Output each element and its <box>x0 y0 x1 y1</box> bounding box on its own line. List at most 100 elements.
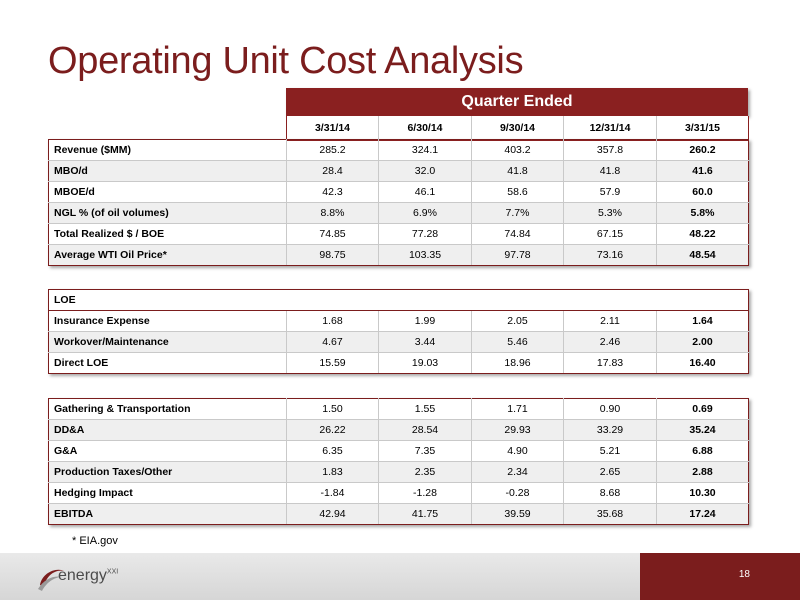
cell-value: 0.69 <box>656 398 749 420</box>
cell-value: 28.54 <box>378 419 472 441</box>
loe-heading: LOE <box>47 289 750 311</box>
cell-value: 285.2 <box>286 139 379 161</box>
cell-value: 98.75 <box>286 244 379 266</box>
swoosh-icon <box>38 569 64 591</box>
cell-value: 97.78 <box>471 244 564 266</box>
loe-table: LOE Insurance Expense 1.68 1.99 2.05 2.11 1.6… <box>47 289 750 374</box>
logo-superscript: XXI <box>106 568 119 576</box>
cell-value: 5.46 <box>471 331 564 353</box>
cell-value: 103.35 <box>378 244 472 266</box>
table-row: MBO/d 28.4 32.0 41.8 41.8 41.6 <box>48 160 749 182</box>
cell-value: 2.34 <box>471 461 564 483</box>
cell-value: 5.3% <box>563 202 657 224</box>
cell-value: 35.68 <box>563 503 657 525</box>
table-row: Average WTI Oil Price* 98.75 103.35 97.78 73… <box>48 244 749 266</box>
cell-value: 67.15 <box>563 223 657 245</box>
cell-value: 46.1 <box>378 181 472 203</box>
cell-value: 7.7% <box>471 202 564 224</box>
cost-table: Gathering & Transportation 1.50 1.55 1.71 0.… <box>48 398 749 525</box>
cell-value: -1.28 <box>378 482 472 504</box>
cell-value: 42.94 <box>286 503 379 525</box>
cell-value: 1.55 <box>378 398 472 420</box>
cell-value: 3.44 <box>378 331 472 353</box>
col-header: 6/30/14 <box>378 116 472 141</box>
row-label: G&A <box>48 440 287 462</box>
row-label: Average WTI Oil Price* <box>48 244 287 266</box>
cell-value: 35.24 <box>656 419 749 441</box>
row-label: MBO/d <box>48 160 287 182</box>
cell-value: 15.59 <box>286 352 379 374</box>
cell-value: 5.8% <box>656 202 749 224</box>
cell-value: 7.35 <box>378 440 472 462</box>
quarter-ended-band: Quarter Ended <box>286 88 748 116</box>
cell-value: 29.93 <box>471 419 564 441</box>
table-row: Workover/Maintenance 4.67 3.44 5.46 2.46 2.00 <box>48 331 750 353</box>
row-label: Workover/Maintenance <box>48 331 287 353</box>
cell-value: 6.35 <box>286 440 379 462</box>
operating-metrics-table: Revenue ($MM) 285.2 324.1 403.2 357.8 260.2 MB… <box>48 139 749 266</box>
row-label: Gathering & Transportation <box>48 398 287 420</box>
cell-value: 26.22 <box>286 419 379 441</box>
cell-value: 48.54 <box>656 244 749 266</box>
cell-value: 77.28 <box>378 223 472 245</box>
cell-value: 41.8 <box>471 160 564 182</box>
cell-value: 2.35 <box>378 461 472 483</box>
cell-value: 6.9% <box>378 202 472 224</box>
cell-value: 8.8% <box>286 202 379 224</box>
row-label: Production Taxes/Other <box>48 461 287 483</box>
cell-value: 2.88 <box>656 461 749 483</box>
col-header: 9/30/14 <box>471 116 564 141</box>
logo-text: energy <box>58 567 107 584</box>
cell-value: 33.29 <box>563 419 657 441</box>
table-row: Direct LOE 15.59 19.03 18.96 17.83 16.40 <box>48 352 750 374</box>
quarter-columns: 3/31/14 6/30/14 9/30/14 12/31/14 3/31/15 <box>286 116 749 141</box>
row-label: Total Realized $ / BOE <box>48 223 287 245</box>
table-row: DD&A 26.22 28.54 29.93 33.29 35.24 <box>48 419 749 441</box>
row-label: EBITDA <box>48 503 287 525</box>
cell-value: 2.05 <box>471 310 564 332</box>
table-row: Total Realized $ / BOE 74.85 77.28 74.84 67.… <box>48 223 749 245</box>
cell-value: 41.75 <box>378 503 472 525</box>
cell-value: 28.4 <box>286 160 379 182</box>
cell-value: -0.28 <box>471 482 564 504</box>
cell-value: 1.68 <box>286 310 379 332</box>
row-label: Direct LOE <box>48 352 287 374</box>
cell-value: 0.90 <box>563 398 657 420</box>
cell-value: 16.40 <box>656 352 750 374</box>
table-row: NGL % (of oil volumes) 8.8% 6.9% 7.7% 5.3% 5.… <box>48 202 749 224</box>
cell-value: 48.22 <box>656 223 749 245</box>
cell-value: 39.59 <box>471 503 564 525</box>
cell-value: 74.84 <box>471 223 564 245</box>
table-row: Production Taxes/Other 1.83 2.35 2.34 2.65 2.… <box>48 461 749 483</box>
cell-value: 2.00 <box>656 331 750 353</box>
row-label: DD&A <box>48 419 287 441</box>
table-row: Revenue ($MM) 285.2 324.1 403.2 357.8 260.2 <box>48 139 749 161</box>
cell-value: 17.24 <box>656 503 749 525</box>
cell-value: 58.6 <box>471 181 564 203</box>
cell-value: 403.2 <box>471 139 564 161</box>
cell-value: -1.84 <box>286 482 379 504</box>
col-header: 12/31/14 <box>563 116 657 141</box>
table-row: Hedging Impact -1.84 -1.28 -0.28 8.68 10.30 <box>48 482 749 504</box>
cell-value: 2.11 <box>563 310 657 332</box>
cell-value: 357.8 <box>563 139 657 161</box>
footnote: * EIA.gov <box>72 535 118 547</box>
cell-value: 32.0 <box>378 160 472 182</box>
cell-value: 324.1 <box>378 139 472 161</box>
row-label: MBOE/d <box>48 181 287 203</box>
cell-value: 260.2 <box>656 139 749 161</box>
table-row: MBOE/d 42.3 46.1 58.6 57.9 60.0 <box>48 181 749 203</box>
cell-value: 2.46 <box>563 331 657 353</box>
page-title: Operating Unit Cost Analysis <box>48 40 524 82</box>
cell-value: 57.9 <box>563 181 657 203</box>
cell-value: 4.90 <box>471 440 564 462</box>
page-number-box: 18 <box>640 553 800 600</box>
page-number: 18 <box>738 569 750 580</box>
row-label: Hedging Impact <box>48 482 287 504</box>
cell-value: 1.64 <box>656 310 750 332</box>
cell-value: 18.96 <box>471 352 564 374</box>
cell-value: 19.03 <box>378 352 472 374</box>
cell-value: 60.0 <box>656 181 749 203</box>
cell-value: 1.50 <box>286 398 379 420</box>
cell-value: 1.99 <box>378 310 472 332</box>
